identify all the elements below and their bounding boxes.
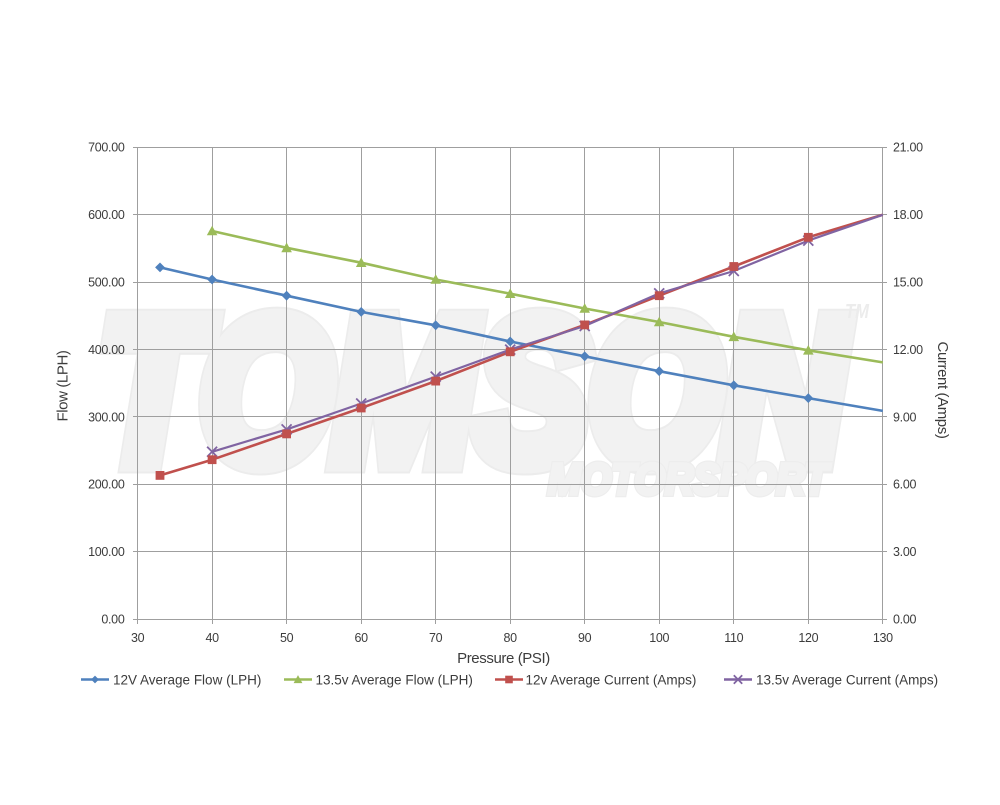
svg-text:120: 120 xyxy=(798,631,818,645)
svg-text:110: 110 xyxy=(724,631,743,645)
svg-text:15.00: 15.00 xyxy=(893,276,923,290)
svg-text:13.5v Average Current (Amps): 13.5v Average Current (Amps) xyxy=(756,673,938,688)
svg-text:100.00: 100.00 xyxy=(88,545,125,559)
svg-text:Pressure (PSI): Pressure (PSI) xyxy=(457,650,550,667)
svg-text:12V Average Flow (LPH): 12V Average Flow (LPH) xyxy=(113,673,261,688)
svg-text:70: 70 xyxy=(429,631,443,645)
svg-text:13.5v Average Flow (LPH): 13.5v Average Flow (LPH) xyxy=(316,673,473,688)
svg-text:40: 40 xyxy=(205,631,219,645)
svg-text:30: 30 xyxy=(131,631,145,645)
svg-text:500.00: 500.00 xyxy=(88,276,125,290)
svg-text:3.00: 3.00 xyxy=(893,545,916,559)
svg-text:Current (Amps): Current (Amps) xyxy=(934,342,951,439)
svg-text:12v Average Current (Amps): 12v Average Current (Amps) xyxy=(526,673,697,688)
svg-text:130: 130 xyxy=(873,631,893,645)
svg-text:100: 100 xyxy=(649,631,669,645)
svg-text:600.00: 600.00 xyxy=(88,208,125,222)
svg-text:400.00: 400.00 xyxy=(88,343,125,357)
svg-text:Flow (LPH): Flow (LPH) xyxy=(55,350,72,421)
svg-text:TOMSON: TOMSON xyxy=(98,276,849,506)
svg-text:18.00: 18.00 xyxy=(893,208,923,222)
svg-text:9.00: 9.00 xyxy=(893,410,916,424)
svg-text:50: 50 xyxy=(280,631,294,645)
svg-text:200.00: 200.00 xyxy=(88,478,125,492)
svg-text:TOMSON: TOMSON xyxy=(98,276,849,506)
svg-text:80: 80 xyxy=(504,631,518,645)
svg-text:21.00: 21.00 xyxy=(893,141,923,155)
svg-text:6.00: 6.00 xyxy=(893,478,916,492)
svg-text:TM: TM xyxy=(845,301,870,323)
svg-text:MOTORSPORT: MOTORSPORT xyxy=(548,455,831,504)
svg-text:700.00: 700.00 xyxy=(88,141,125,155)
svg-text:300.00: 300.00 xyxy=(88,410,125,424)
svg-text:12.00: 12.00 xyxy=(893,343,923,357)
svg-text:MOTORSPORT: MOTORSPORT xyxy=(548,455,831,504)
svg-text:90: 90 xyxy=(578,631,592,645)
svg-text:0.00: 0.00 xyxy=(893,613,916,627)
svg-text:0.00: 0.00 xyxy=(101,613,124,627)
svg-text:60: 60 xyxy=(355,631,369,645)
